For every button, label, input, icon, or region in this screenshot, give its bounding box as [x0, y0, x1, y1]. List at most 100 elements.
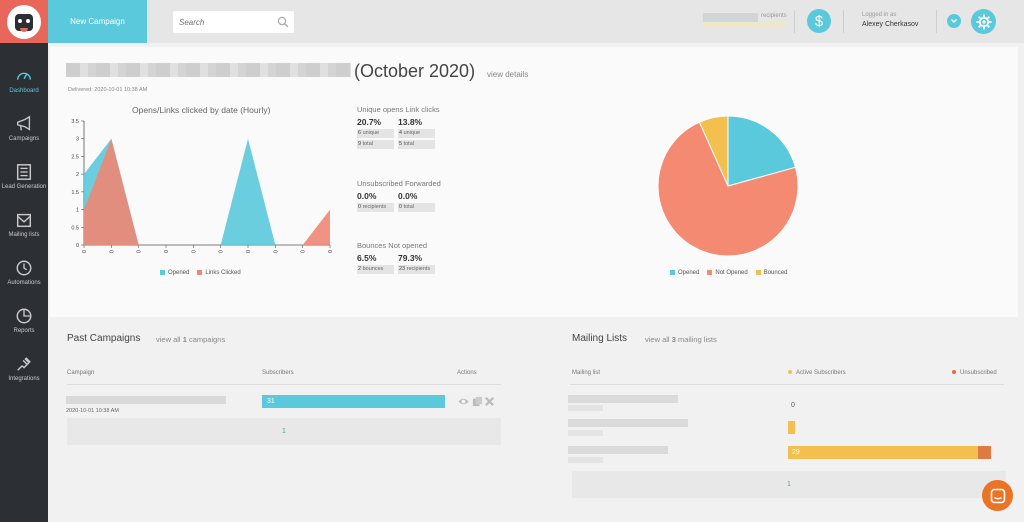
stat-value: 13.8%: [398, 117, 423, 127]
legend-bounced: Bounced: [755, 270, 788, 277]
legend-opened: Opened: [670, 270, 699, 276]
sidebar-item-reports[interactable]: Reports: [0, 296, 48, 344]
mailing-list-name-redacted[interactable]: [568, 446, 668, 454]
mailing-list-name-redacted[interactable]: [568, 419, 688, 427]
col-campaign: Campaign: [67, 370, 95, 376]
stat-value: 0.0%: [398, 191, 418, 201]
stat-value: 0.0%: [357, 191, 377, 201]
mailing-list-meta-redacted: [568, 430, 603, 436]
mailing-list-subscriber-bar: 29: [788, 446, 991, 459]
sidebar-item-label: Reports: [13, 327, 35, 334]
stat-sub: 4 unique: [398, 129, 435, 138]
x-tick-label: 15:00: [246, 250, 252, 253]
stat-bounce-notopened: Bounces Not opened 6.5% 2 bounces 79.3% …: [357, 241, 452, 274]
series-area-links-clicked: [84, 138, 330, 245]
top-header: New Campaign recipients $ Logged in as A…: [48, 0, 1024, 43]
mailing-list-name-redacted[interactable]: [568, 395, 678, 403]
stat-heading: Unsubscribed Forwarded: [357, 179, 441, 188]
stat-heading: Bounces Not opened: [357, 241, 428, 250]
y-tick-label: 0: [76, 243, 79, 249]
mailing-lists-pagination[interactable]: 1: [572, 471, 1006, 498]
pie-slice-opened: [727, 115, 797, 187]
campaign-name-redacted[interactable]: [66, 396, 226, 404]
delivered-date: Delivered: 2020-10-01 10:38 AM: [68, 87, 148, 93]
sidebar-item-automations[interactable]: Automations: [0, 248, 48, 296]
new-campaign-button[interactable]: New Campaign: [48, 0, 147, 43]
line-chart-legend: Opened Links Clicked: [160, 270, 241, 276]
form-icon: [16, 163, 32, 180]
col-mailing-list: Mailing list: [572, 370, 601, 376]
settings-button[interactable]: [971, 9, 996, 34]
campaign-summary-card: (October 2020) view details Delivered: 2…: [50, 47, 1018, 317]
y-tick-label: 1: [76, 208, 79, 214]
copy-icon[interactable]: [472, 396, 483, 407]
legend-links-clicked: Links Clicked: [197, 270, 241, 276]
user-name: Alexey Cherkasov: [862, 21, 919, 28]
campaigns-pagination[interactable]: 1: [67, 418, 501, 445]
dollar-icon: $: [814, 12, 824, 30]
stat-sub: 6 unique: [357, 129, 394, 138]
sidebar-item-lead-generation[interactable]: Lead Generation: [0, 152, 48, 200]
billing-dollar-button[interactable]: $: [807, 9, 831, 33]
clock-icon: [16, 260, 32, 275]
logged-in-label: Logged in as: [862, 12, 897, 18]
mailing-lists-title: Mailing Lists: [572, 333, 628, 344]
legend-label: Bounced: [763, 270, 788, 277]
divider: [794, 10, 795, 33]
x-tick-label: 16:00: [273, 250, 279, 253]
col-actions: Actions: [457, 370, 477, 376]
app-logo[interactable]: [0, 0, 48, 43]
delivery-pie-chart: [657, 115, 799, 257]
legend-swatch: [755, 270, 761, 275]
sidebar-item-integrations[interactable]: Integrations: [0, 344, 48, 392]
y-tick-label: 2.5: [71, 154, 79, 160]
sidebar-item-dashboard[interactable]: Dashboard: [0, 56, 48, 104]
chevron-down-icon: [951, 19, 957, 23]
stat-sub: 9 total: [357, 140, 394, 149]
past-campaigns-title: Past Campaigns: [67, 333, 141, 344]
stat-sub: 2 bounces: [357, 265, 394, 274]
chat-launcher-button[interactable]: [982, 480, 1013, 511]
x-tick-label: 10:00: [109, 250, 115, 253]
mailing-list-subscriber-bar: 0: [788, 394, 991, 409]
stat-opens-clicks: Unique opens Link clicks 20.7% 6 unique …: [357, 105, 452, 149]
campaign-title-redacted: [66, 63, 351, 77]
search-icon[interactable]: [277, 16, 289, 28]
stat-value: 79.3%: [398, 253, 423, 263]
gear-icon: [976, 14, 991, 29]
y-tick-label: 2: [76, 172, 79, 178]
col-unsubscribed: Unsubscribed: [952, 370, 997, 376]
pie-slice-not-opened: [657, 121, 799, 257]
x-tick-label: 11:00: [137, 250, 143, 253]
active-subscribers-segment: [788, 421, 795, 434]
eye-icon[interactable]: [458, 396, 469, 407]
sidebar-item-label: Mailing lists: [8, 231, 40, 238]
legend-label: Not Opened: [715, 270, 748, 277]
delete-icon[interactable]: [484, 396, 495, 407]
mailing-list-meta-redacted: [568, 457, 603, 463]
unsubscribed-segment: [977, 446, 991, 459]
divider: [936, 10, 937, 33]
stat-heading: Unique opens Link clicks: [357, 105, 440, 114]
stat-unsub-forward: Unsubscribed Forwarded 0.0% 0 recipients…: [357, 179, 452, 212]
sidebar-item-mailing-lists[interactable]: Mailing lists: [0, 200, 48, 248]
mailing-list-subscriber-bar: [788, 421, 991, 434]
pie-chart-legend: Opened Not Opened Bounced: [670, 270, 787, 276]
recipients-indicator: recipients: [703, 13, 787, 29]
sidebar-item-label: Dashboard: [9, 87, 39, 94]
search-input[interactable]: [173, 11, 268, 33]
view-details-link[interactable]: view details: [487, 70, 529, 79]
sidebar-item-label: Integrations: [8, 375, 40, 382]
view-all-campaigns-link[interactable]: view all 1 campaigns: [156, 335, 226, 344]
y-tick-label: 0.5: [71, 225, 79, 231]
sidebar-item-campaigns[interactable]: Campaigns: [0, 104, 48, 152]
legend-swatch: [197, 270, 203, 275]
chat-icon: [990, 488, 1005, 503]
legend-opened: Opened: [160, 270, 189, 276]
user-menu-button[interactable]: [947, 14, 961, 28]
active-dot: [788, 370, 792, 375]
sidebar: Dashboard Campaigns Lead Generation Mail…: [0, 0, 48, 522]
view-all-mailing-lists-link[interactable]: view all 3 mailing lists: [645, 335, 717, 344]
gauge-icon: [16, 72, 32, 80]
campaign-title-suffix: (October 2020): [354, 61, 476, 81]
